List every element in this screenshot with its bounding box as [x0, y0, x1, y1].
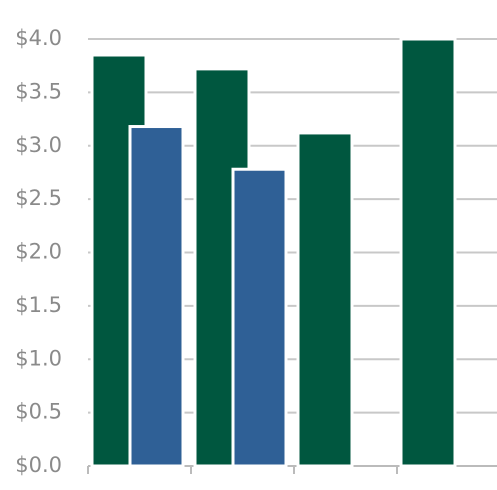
bar — [231, 167, 288, 468]
y-tick-label: $0.0 — [15, 453, 62, 477]
bar — [296, 131, 354, 468]
y-tick-label: $0.5 — [15, 400, 62, 424]
bar — [399, 37, 457, 468]
y-tick-label: $2.5 — [15, 186, 62, 210]
y-tick-label: $3.5 — [15, 79, 62, 103]
y-tick-label: $2.0 — [15, 240, 62, 264]
y-tick-label: $1.0 — [15, 346, 62, 370]
bar — [128, 125, 185, 468]
y-tick-label: $4.0 — [15, 26, 62, 50]
y-tick-label: $3.0 — [15, 133, 62, 157]
y-tick-label: $1.5 — [15, 293, 62, 317]
